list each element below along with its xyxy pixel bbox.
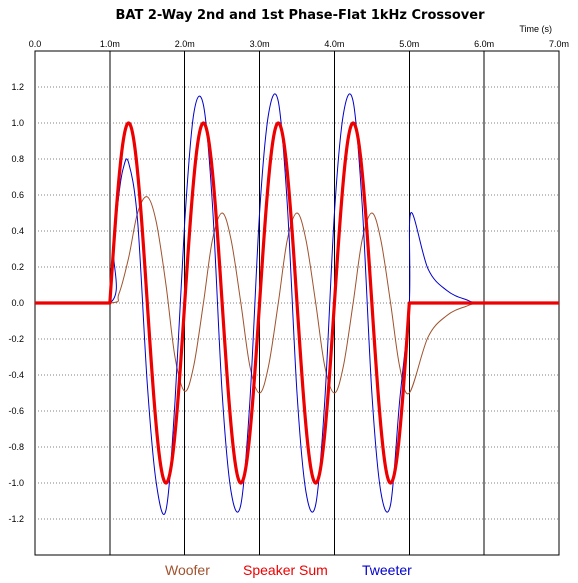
x-tick-label: 6.0m <box>474 39 494 49</box>
x-tick-label: 2.0m <box>175 39 195 49</box>
legend-entry-woofer: Woofer <box>165 562 210 578</box>
x-tick-labels: 0.0 1.0m 2.0m 3.0m 4.0m 5.0m 6.0m 7.0m <box>29 39 569 49</box>
x-tick-label: 1.0m <box>100 39 120 49</box>
y-tick-label: 1.0 <box>11 118 24 128</box>
y-tick-label: -0.8 <box>8 442 24 452</box>
x-tick-label: 5.0m <box>399 39 419 49</box>
y-tick-label: -0.2 <box>8 334 24 344</box>
grid <box>35 51 559 555</box>
y-tick-label: -0.4 <box>8 370 24 380</box>
series-lines <box>35 93 559 515</box>
y-tick-label: -1.2 <box>8 514 24 524</box>
legend-entry-tweeter: Tweeter <box>362 562 412 578</box>
y-tick-label: 0.8 <box>11 154 24 164</box>
y-tick-label: 0.6 <box>11 190 24 200</box>
chart-title: BAT 2-Way 2nd and 1st Phase-Flat 1kHz Cr… <box>116 8 486 23</box>
y-tick-label: 0.4 <box>11 226 24 236</box>
series-line-tweeter <box>35 93 559 515</box>
y-tick-label: -0.6 <box>8 406 24 416</box>
series-line-speaker-sum <box>35 121 559 485</box>
y-tick-labels: 1.2 1.0 0.8 0.6 0.4 0.2 0.0 -0.2 -0.4 -0.6 -0.8 -1.… <box>8 82 24 524</box>
y-tick-label: 0.0 <box>11 298 24 308</box>
legend-entry-speaker-sum: Speaker Sum <box>243 562 328 578</box>
x-tick-label: 0.0 <box>29 39 42 49</box>
x-tick-label: 7.0m <box>549 39 569 49</box>
y-tick-label: -1.0 <box>8 478 24 488</box>
series-line-woofer <box>35 196 559 395</box>
x-axis-units: Time (s) <box>519 24 552 34</box>
legend: Woofer Speaker Sum Tweeter <box>165 562 412 578</box>
y-tick-label: 0.2 <box>11 262 24 272</box>
x-tick-label: 4.0m <box>324 39 344 49</box>
y-tick-label: 1.2 <box>11 82 24 92</box>
x-tick-label: 3.0m <box>250 39 270 49</box>
